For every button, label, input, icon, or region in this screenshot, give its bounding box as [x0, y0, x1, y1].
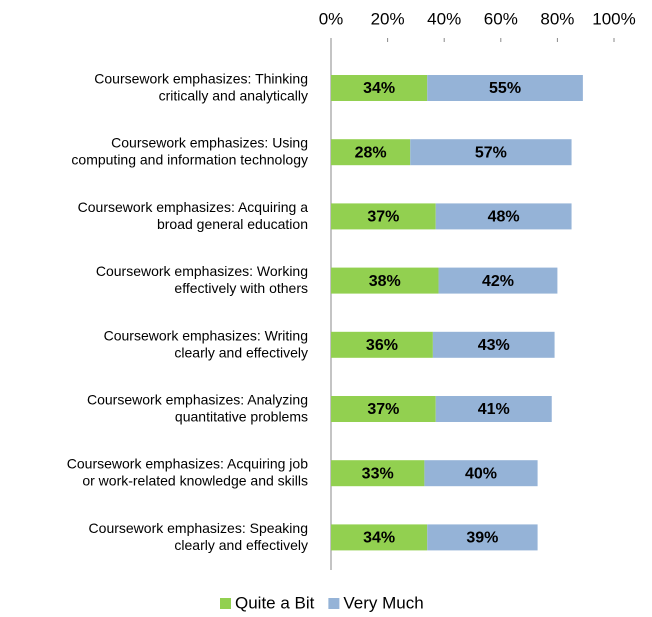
value-label: 55%	[489, 80, 521, 97]
bar-segment	[331, 75, 428, 101]
value-label: 34%	[363, 530, 395, 547]
category-label: Coursework emphasizes: Writing clearly an…	[104, 327, 308, 360]
x-tick-label: 40%	[427, 9, 461, 28]
bar-segment	[331, 396, 436, 422]
category-label: Coursework emphasizes: Working effectivel…	[96, 263, 308, 296]
bar-segment	[331, 524, 428, 551]
category-label: Coursework emphasizes: Acquiring job or w…	[67, 455, 308, 488]
bar-segment	[331, 139, 411, 166]
bar-segment	[331, 331, 433, 358]
category-label: Coursework emphasizes: Analyzing quantita…	[87, 391, 308, 424]
value-label: 28%	[355, 144, 387, 161]
bar-segment	[427, 75, 583, 101]
category-label: Coursework emphasizes: Thinking criticall…	[94, 70, 308, 103]
bar-segment	[435, 203, 572, 230]
legend-label: Very Much	[343, 593, 423, 612]
value-label: 37%	[367, 401, 399, 418]
category-label: Coursework emphasizes: Acquiring a broad …	[78, 199, 309, 232]
x-tick-label: 60%	[484, 9, 518, 28]
value-label: 37%	[367, 209, 399, 226]
bar-segment	[438, 267, 558, 294]
category-label: Coursework emphasizes: Speaking clearly a…	[89, 520, 308, 553]
x-tick-label: 80%	[540, 9, 574, 28]
bar-segment	[432, 331, 555, 358]
value-label: 43%	[478, 337, 510, 354]
category-label: Coursework emphasizes: Using computing an…	[71, 134, 308, 167]
value-label: 40%	[465, 465, 497, 482]
x-tick-label: 100%	[592, 9, 635, 28]
bar-segment	[331, 203, 436, 230]
value-label: 39%	[466, 530, 498, 547]
x-tick-label: 0%	[319, 9, 344, 28]
value-label: 33%	[362, 465, 394, 482]
bar-segment	[331, 267, 439, 294]
bar-segment	[424, 460, 538, 487]
value-label: 42%	[482, 273, 514, 290]
bar-segment	[331, 460, 425, 487]
value-label: 57%	[475, 144, 507, 161]
bar-segment	[427, 524, 538, 551]
legend-swatch	[328, 598, 340, 609]
legend-swatch	[220, 598, 231, 609]
value-label: 34%	[363, 80, 395, 97]
x-tick-label: 20%	[371, 9, 405, 28]
value-label: 48%	[488, 209, 520, 226]
bar-segment	[410, 139, 572, 166]
value-label: 41%	[478, 401, 510, 418]
value-label: 36%	[366, 337, 398, 354]
value-label: 38%	[369, 273, 401, 290]
bar-segment	[435, 396, 552, 422]
legend-label: Quite a Bit	[235, 593, 315, 612]
